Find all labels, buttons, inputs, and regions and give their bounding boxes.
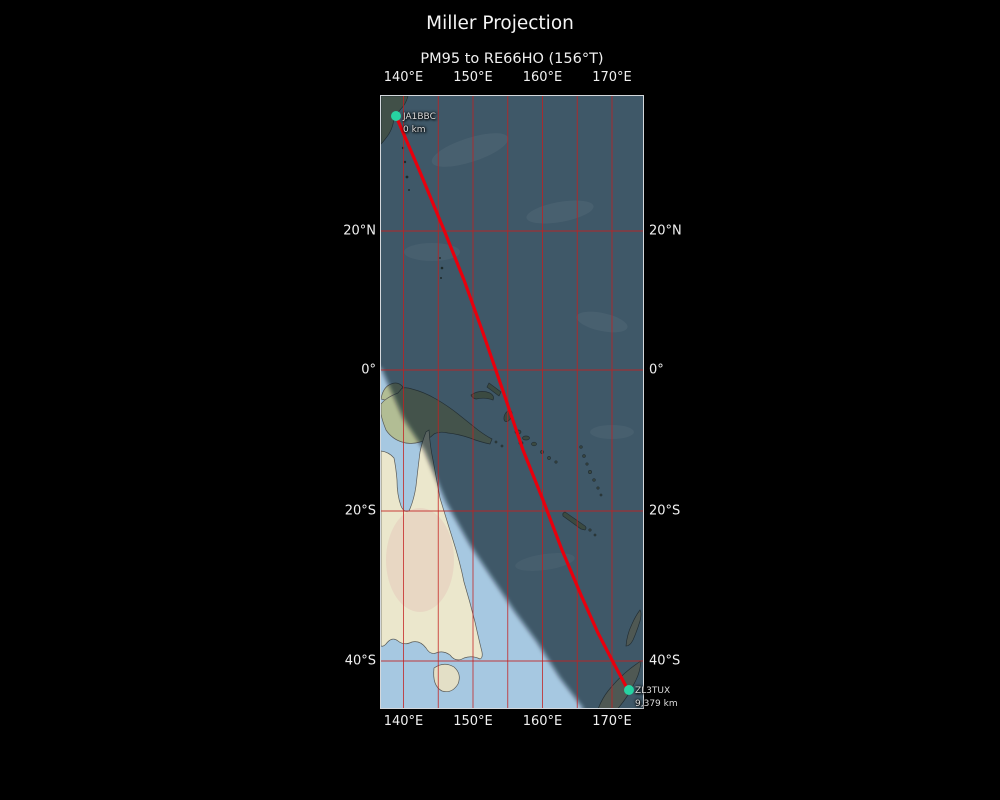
cloud <box>515 553 575 571</box>
cloud <box>526 200 594 224</box>
y-tick-label-left: 20°S <box>344 503 376 519</box>
y-tick-label-right: 40°S <box>649 653 681 669</box>
y-tick-label-left: 40°S <box>344 653 376 669</box>
y-tick-label-right: 0° <box>649 362 664 378</box>
x-tick-label-top: 140°E <box>383 70 424 85</box>
figure-title: Miller Projection <box>426 13 574 34</box>
x-tick-label-top: 150°E <box>453 70 493 85</box>
route-endpoint-marker <box>391 111 401 121</box>
y-tick-label-right: 20°S <box>649 503 681 519</box>
route-endpoint-marker <box>624 685 634 695</box>
marker-label-zl3tux: ZL3TUX 9,379 km <box>635 685 678 710</box>
cloud <box>431 133 509 167</box>
cloud <box>576 311 628 333</box>
great-circle-route <box>394 114 630 692</box>
marker-distance: 0 km <box>403 124 426 135</box>
x-tick-label-bottom: 160°E <box>522 714 563 729</box>
marker-layer <box>391 111 634 695</box>
landmass-tasmania <box>433 663 460 693</box>
x-tick-label-top: 170°E <box>592 70 632 85</box>
figure-subtitle: PM95 to RE66HO (156°T) <box>420 51 604 67</box>
marker-callsign: JA1BBC <box>403 112 436 122</box>
y-tick-label-right: 20°N <box>649 223 682 239</box>
x-tick-label-top: 160°E <box>522 70 563 85</box>
marker-callsign: ZL3TUX <box>635 686 671 696</box>
map-canvas <box>381 96 643 708</box>
y-tick-label-left: 20°N <box>343 223 376 239</box>
x-tick-label-bottom: 150°E <box>453 714 493 729</box>
marker-distance: 9,379 km <box>635 698 678 709</box>
cloud <box>404 243 460 261</box>
x-tick-label-bottom: 140°E <box>383 714 424 729</box>
map-frame <box>380 95 644 709</box>
y-tick-label-left: 0° <box>361 362 376 378</box>
marker-label-ja1bbc: JA1BBC 0 km <box>403 111 436 136</box>
australia-interior-shading <box>386 508 454 612</box>
x-tick-label-bottom: 170°E <box>592 714 632 729</box>
